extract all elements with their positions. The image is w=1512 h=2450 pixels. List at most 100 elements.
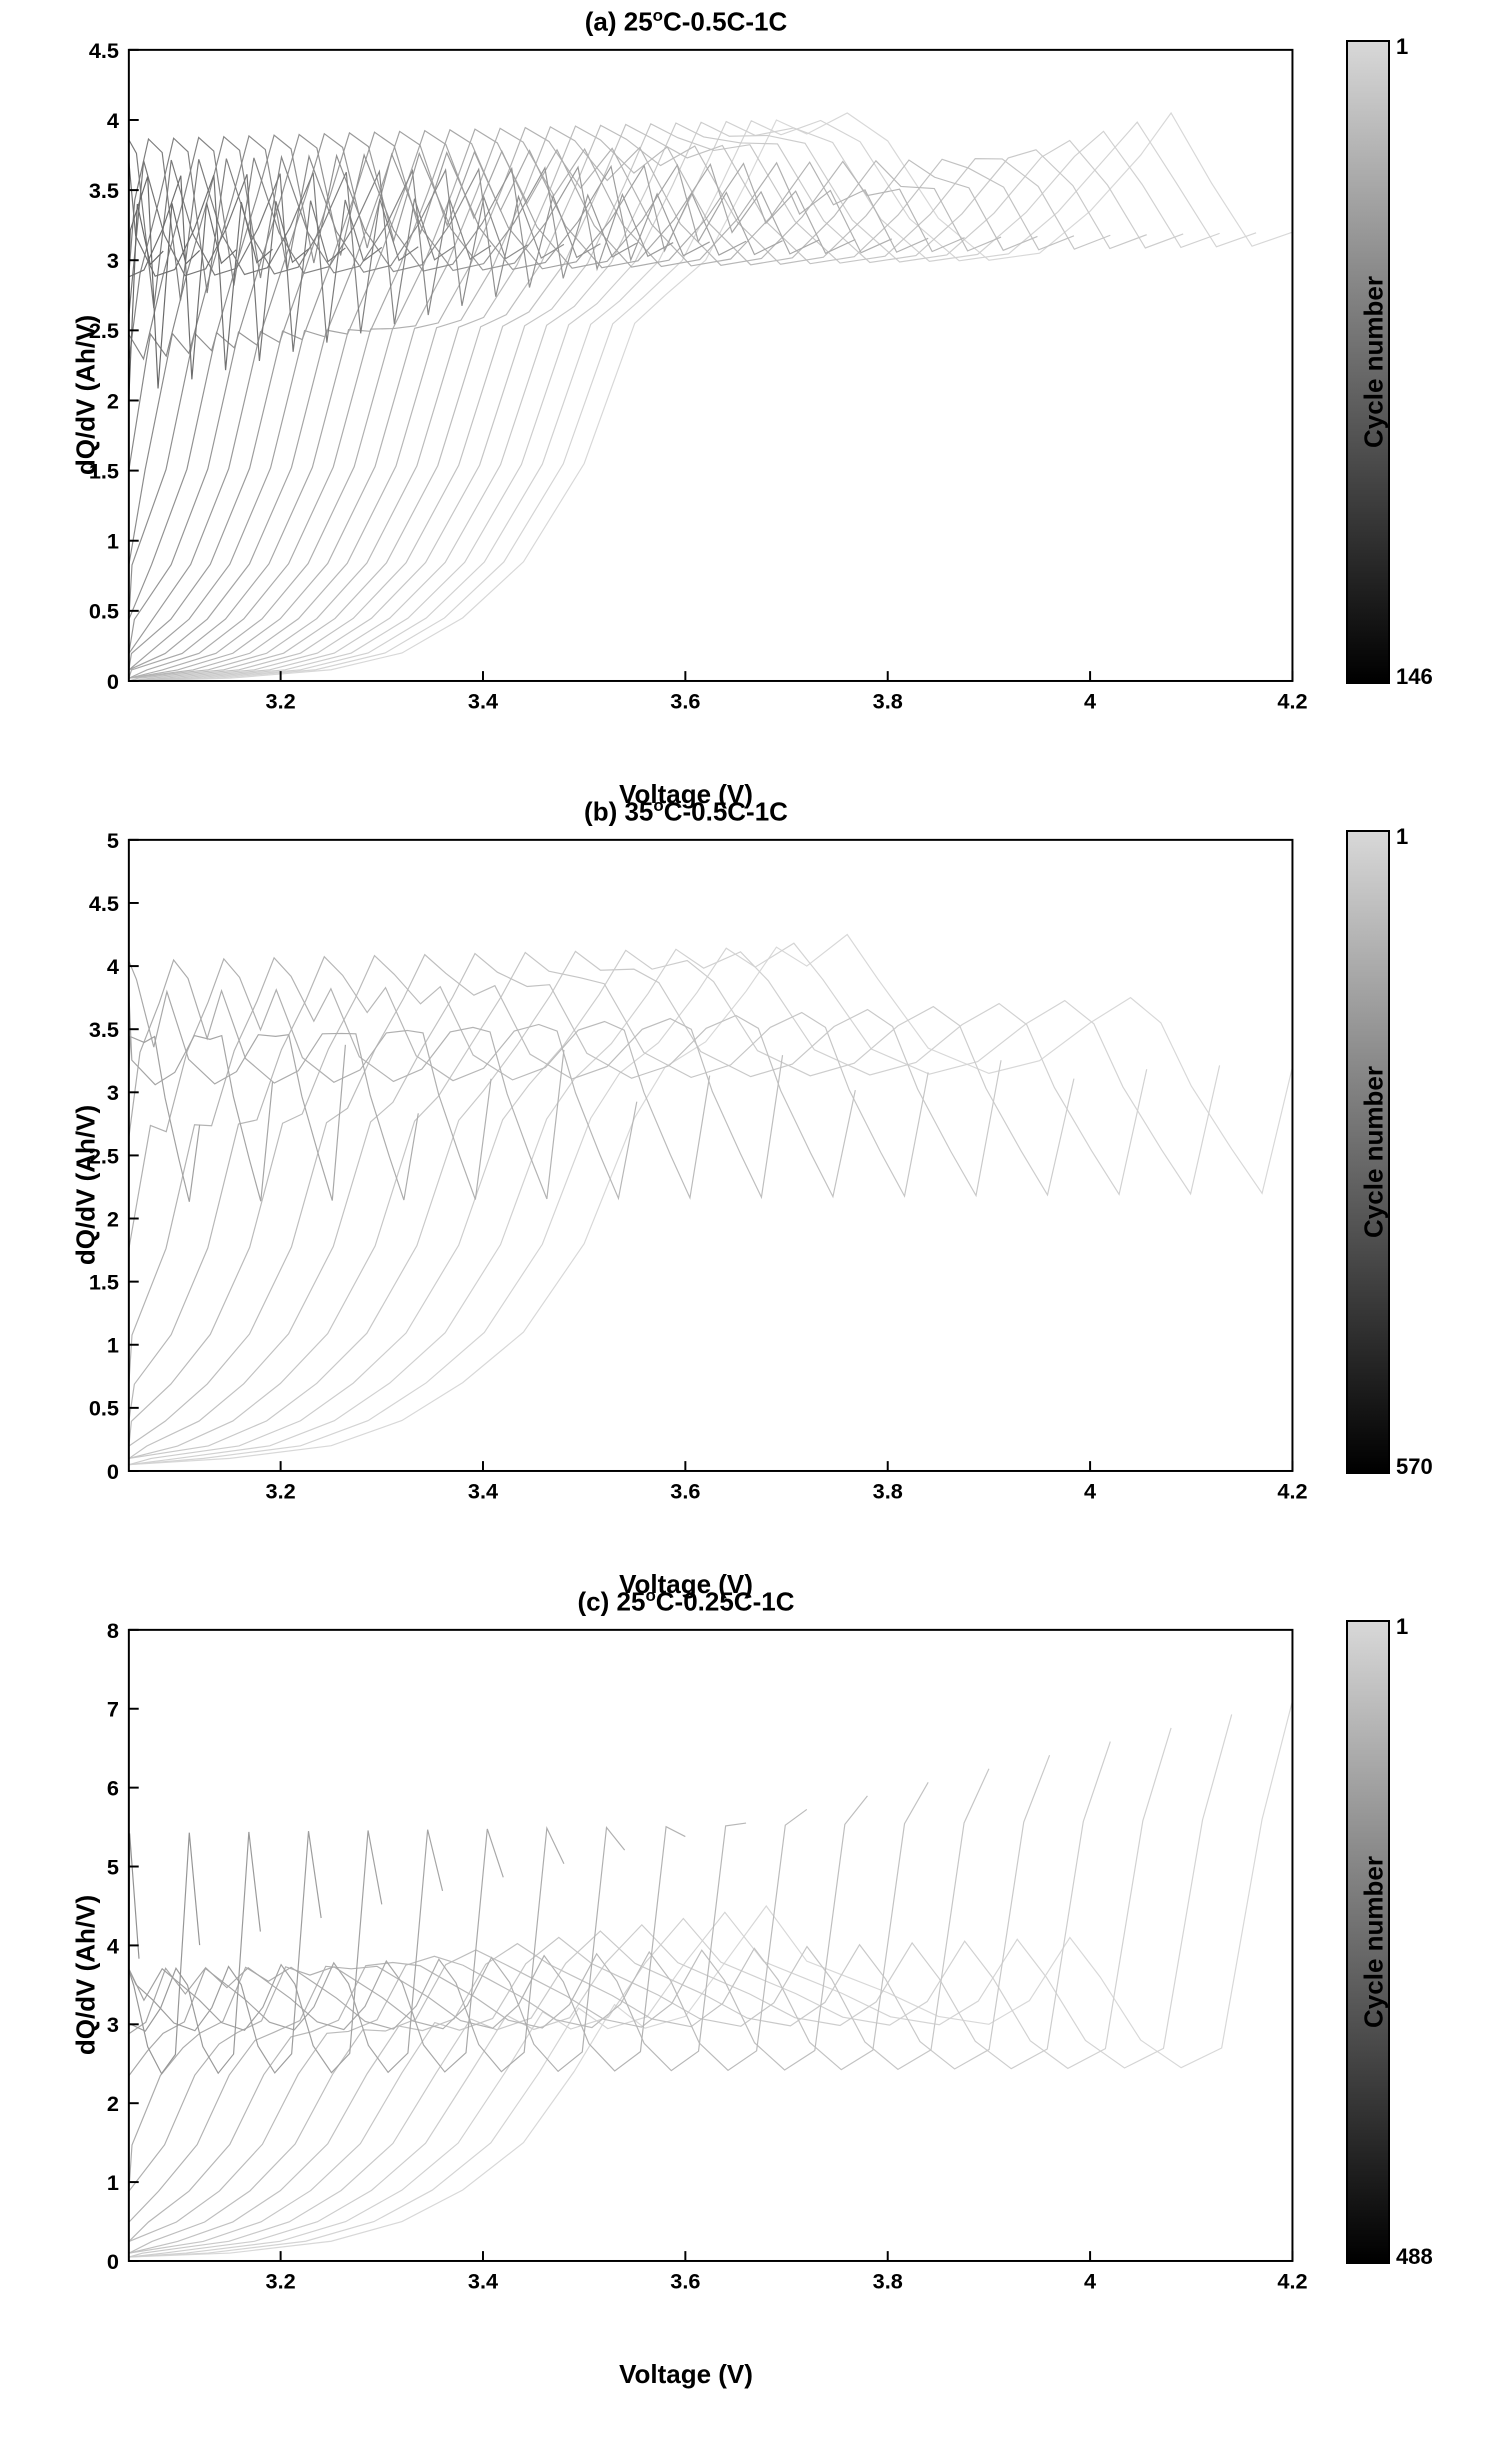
series-curve [129,113,1293,681]
colorbar: 1570Cycle number [1346,830,1390,1474]
xtick-label: 3.6 [670,2269,700,2294]
xtick-label: 3.8 [873,1479,903,1504]
ytick-label: 4.5 [89,40,119,63]
xtick-label: 3.2 [266,689,296,714]
ytick-label: 3.5 [89,1017,119,1042]
ytick-label: 0 [107,669,119,694]
colorbar: 1488Cycle number [1346,1620,1390,2264]
plot-svg: 3.2 3.4 3.6 3.8 4 4.2 0 1 2 3 4 5 6 7 8 [56,1620,1316,2330]
series-curve [129,1828,564,2257]
x-axis-label: Voltage (V) [56,2359,1316,2390]
colorbar-bottom-label: 488 [1396,2244,1433,2270]
series-curve [129,133,673,681]
ytick-label: 0 [107,1459,119,1484]
xtick-label: 4.2 [1277,2269,1307,2294]
xtick-label: 3.2 [266,2269,296,2294]
series-curve [129,122,1220,681]
colorbar-top-label: 1 [1396,1614,1408,1640]
panel-b: (b) 35oC-0.5C-1CdQ/dV (Ah/V)3.23.43.63.8… [56,830,1456,1540]
ytick-label: 6 [107,1776,119,1801]
series-curve [129,1701,1293,2257]
series-curve [129,142,236,681]
xtick-label: 3.4 [468,689,498,714]
ytick-label: 3 [107,248,119,273]
plot-svg: 3.23.43.63.844.200.511.522.533.544.55 [56,830,1316,1540]
series-curve [129,140,309,680]
ytick-label: 1.5 [89,1270,119,1295]
ytick-label: 2 [107,2091,119,2116]
y-axis-label: dQ/dV (Ah/V) [71,1895,102,2055]
xtick-label: 3.4 [468,2269,498,2294]
colorbar-axis-label: Cycle number [1359,1856,1390,2028]
series-curve [129,1827,685,2257]
series-curve [129,1823,746,2257]
panel-title: (c) 25oC-0.25C-1C [56,1586,1316,1618]
series-curve [129,954,855,1465]
colorbar-bottom-label: 146 [1396,664,1433,690]
xtick-label: 3.6 [670,1479,700,1504]
ytick-label: 2 [107,388,119,413]
ytick-label: 4 [107,108,119,133]
series-curve [129,949,1147,1464]
plot-svg: 3.23.43.63.844.200.511.522.533.544.5 [56,40,1316,750]
ytick-label: 3 [107,2012,119,2037]
y-axis-label: dQ/dV (Ah/V) [71,1105,102,1265]
series-curve [129,138,455,681]
series-curve [129,1831,321,2257]
figure: (a) 25oC-0.5C-1CdQ/dV (Ah/V)3.23.43.63.8… [56,40,1456,2330]
panel-title: (b) 35oC-0.5C-1C [56,796,1316,828]
ytick-label: 0 [107,2249,119,2274]
series-curve [129,952,928,1464]
y-axis-label: dQ/dV (Ah/V) [71,315,102,475]
ytick-label: 1 [107,2170,119,2195]
xtick-label: 4.2 [1277,689,1307,714]
ytick-label: 1 [107,529,119,554]
series-curve [129,123,1147,681]
colorbar: 1146Cycle number [1346,40,1390,684]
colorbar-axis-label: Cycle number [1359,1066,1390,1238]
xtick-label: 3.4 [468,1479,498,1504]
plot-area: (b) 35oC-0.5C-1CdQ/dV (Ah/V)3.23.43.63.8… [56,830,1316,1540]
ytick-label: 0.5 [89,1396,119,1421]
plot-area: (a) 25oC-0.5C-1CdQ/dV (Ah/V)3.23.43.63.8… [56,40,1316,750]
ytick-label: 8 [107,1620,119,1643]
xtick-label: 4.2 [1277,1479,1307,1504]
series-curve [129,128,928,681]
series-curve [129,1827,625,2257]
series-curve [129,935,1293,1465]
panel-title: (a) 25oC-0.5C-1C [56,6,1316,38]
ytick-label: 4 [107,954,119,979]
xtick-label: 3.2 [266,1479,296,1504]
series-curve [129,950,1074,1464]
ytick-label: 4.5 [89,891,119,916]
ytick-label: 5 [107,830,119,853]
xtick-label: 3.8 [873,689,903,714]
xtick-label: 3.8 [873,2269,903,2294]
colorbar-top-label: 1 [1396,824,1408,850]
ytick-label: 2 [107,1206,119,1231]
panel-a: (a) 25oC-0.5C-1CdQ/dV (Ah/V)3.23.43.63.8… [56,40,1456,750]
series-curve [129,943,1220,1464]
colorbar-top-label: 1 [1396,34,1408,60]
plot-area: (c) 25oC-0.25C-1CdQ/dV (Ah/V)3.23.43.63.… [56,1620,1316,2330]
ytick-label: 4 [107,1933,119,1958]
ytick-label: 1 [107,1333,119,1358]
series-curve [129,134,601,681]
ytick-label: 3 [107,1080,119,1105]
series-curve [129,1728,1171,2257]
series-curve [129,1833,139,2257]
ytick-label: 0.5 [89,599,119,624]
series-curve [129,1755,1050,2257]
xtick-label: 3.6 [670,689,700,714]
series-curve [129,1796,868,2257]
axes-frame [129,1630,1293,2261]
series-curve [129,1833,200,2257]
series-curve [129,1714,1232,2257]
xtick-label: 4 [1084,2269,1096,2294]
xtick-label: 4 [1084,689,1096,714]
axes-frame [129,840,1293,1471]
series-curve [129,1830,382,2257]
ytick-label: 5 [107,1854,119,1879]
colorbar-bottom-label: 570 [1396,1454,1433,1480]
ytick-label: 7 [107,1697,119,1722]
